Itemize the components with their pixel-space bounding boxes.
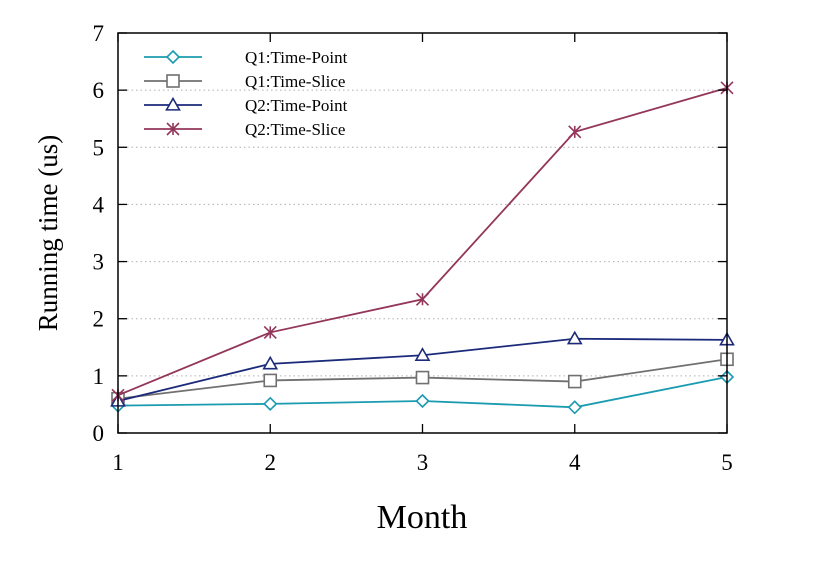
legend-label: Q1:Time-Point [245,48,348,67]
star-marker [568,125,582,139]
triangle-marker [262,355,279,370]
x-tick-label: 4 [569,450,581,475]
y-tick-label: 1 [93,364,105,389]
triangle-marker [566,330,583,345]
star-marker [166,122,180,136]
legend-label: Q2:Time-Point [245,96,348,115]
triangle-marker [414,347,431,361]
x-tick-label: 5 [721,450,733,475]
y-tick-label: 0 [93,421,105,446]
x-axis-title: Month [377,499,468,536]
x-tick-label: 2 [265,450,277,475]
y-axis-title: Running time (us) [33,135,63,332]
star-marker [263,325,277,339]
square-marker [567,374,582,389]
y-tick-label: 4 [93,192,105,217]
legend-item: Q2:Time-Point [144,96,348,115]
legend-item: Q1:Time-Point [144,48,348,67]
square-marker [166,74,180,88]
legend-item: Q1:Time-Slice [144,72,345,91]
legend-item: Q2:Time-Slice [144,120,345,139]
legend-label: Q2:Time-Slice [245,120,345,139]
y-tick-label: 7 [93,21,105,46]
legend: Q1:Time-Point Q1:Time-Slice Q2:Time-Point Q… [144,48,348,139]
diamond-marker [567,400,582,415]
diamond-marker [263,396,278,411]
series-layer [110,81,735,415]
y-tick-label: 6 [93,78,105,103]
y-tick-label: 5 [93,135,105,160]
y-tick-label: 2 [93,307,105,332]
grid-lines [118,89,727,377]
x-tick-label: 1 [112,450,124,475]
diamond-marker [165,49,181,65]
y-tick-label: 3 [93,250,105,275]
x-tick-label: 3 [417,450,429,475]
square-marker [415,370,430,385]
diamond-marker [415,393,430,409]
star-marker [415,292,430,306]
triangle-marker [165,96,181,111]
legend-label: Q1:Time-Slice [245,72,345,91]
square-marker [263,373,278,388]
